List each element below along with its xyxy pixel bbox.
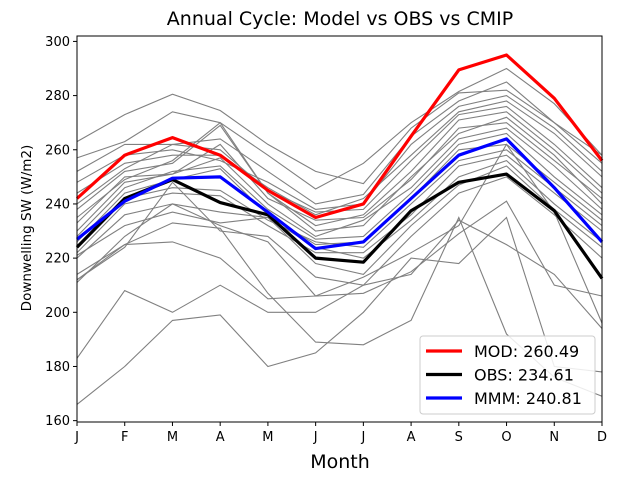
y-tick-label: 240: [45, 197, 70, 212]
y-axis-label: Downwelling SW (W/m2): [19, 145, 35, 312]
x-tick-label: O: [501, 430, 511, 445]
x-tick-label: J: [360, 430, 365, 445]
plot-frame: [76, 35, 603, 423]
y-tick-label: 300: [45, 35, 70, 50]
y-tick-label: 200: [45, 306, 70, 321]
series-line-mmm: [76, 137, 604, 251]
y-tick-label: 180: [45, 360, 70, 375]
y-tick-label: 260: [45, 143, 70, 158]
x-tick-label: N: [549, 430, 559, 445]
x-tick-label: A: [407, 430, 416, 445]
series-line-cmip-11: [76, 132, 603, 240]
series-line-cmip-10: [76, 127, 603, 238]
x-tick-label: J: [313, 430, 318, 445]
x-tick-label: D: [597, 430, 607, 445]
series-line-cmip-7: [76, 111, 603, 227]
series-line-cmip-15: [76, 159, 603, 259]
series-line-cmip-16: [76, 165, 603, 276]
main-series: [75, 53, 604, 280]
legend-label-mmm: MMM: 240.81: [474, 389, 582, 408]
series-line-mod: [75, 53, 604, 220]
series-line-cmip-17: [76, 176, 603, 286]
x-tick-label: M: [262, 430, 273, 445]
series-line-cmip-3: [76, 81, 603, 205]
series-line-cmip-13: [76, 149, 603, 248]
series-line-cmip-22: [76, 216, 603, 405]
series-line-cmip-1: [76, 89, 603, 185]
x-tick-label: A: [216, 430, 225, 445]
axes: 160 180 200 220 240 260 280 300 J F M A M J J A S O N D: [45, 35, 607, 445]
legend-label-obs: OBS: 234.61: [474, 366, 574, 385]
legend-label-mod: MOD: 260.49: [474, 342, 579, 361]
chart-title: Annual Cycle: Model vs OBS vs CMIP: [167, 8, 513, 30]
x-tick-label: J: [74, 430, 79, 445]
y-tick-label: 280: [45, 89, 70, 104]
x-tick-label: S: [455, 430, 463, 445]
series-line-cmip-8: [76, 116, 603, 232]
x-tick-label: M: [167, 430, 178, 445]
x-tick-label: F: [121, 430, 128, 445]
legend-box: [419, 335, 596, 415]
series-line-cmip-2: [76, 67, 603, 190]
series-line-cmip-5: [76, 100, 603, 216]
legend: MOD: 260.49 OBS: 234.61 MMM: 240.81: [419, 335, 596, 415]
x-axis-label: Month: [310, 451, 370, 473]
series-line-cmip-19: [76, 200, 603, 297]
series-line-cmip-18: [76, 143, 603, 324]
y-tick-label: 160: [45, 414, 70, 429]
y-tick-label: 220: [45, 252, 70, 267]
series-line-cmip-20: [76, 219, 603, 359]
